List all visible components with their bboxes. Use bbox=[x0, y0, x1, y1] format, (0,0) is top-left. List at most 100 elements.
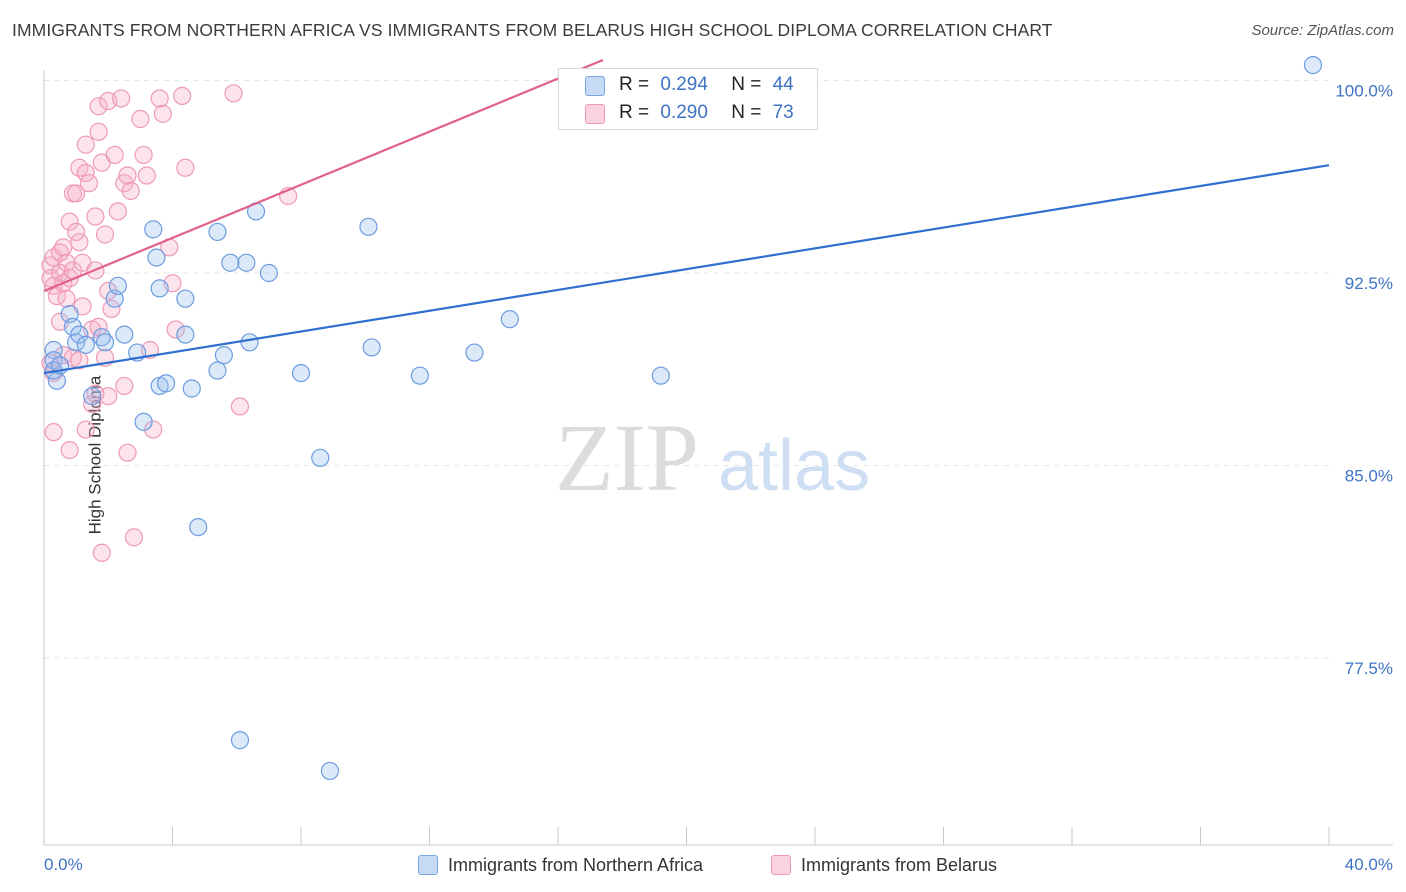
trend-line-northern-africa bbox=[43, 164, 1330, 375]
data-point-belarus bbox=[173, 86, 192, 106]
source-credit: Source: ZipAtlas.com bbox=[1251, 22, 1394, 39]
watermark-zip: ZIP bbox=[555, 404, 699, 511]
data-point-belarus bbox=[105, 145, 124, 165]
data-point-northern-africa bbox=[176, 289, 195, 308]
data-point-belarus bbox=[111, 89, 131, 108]
data-point-northern-africa bbox=[651, 366, 670, 385]
data-point-belarus bbox=[224, 84, 243, 103]
x-tick-label-max: 40.0% bbox=[1345, 855, 1393, 874]
x-tick-label-min: 0.0% bbox=[44, 855, 83, 874]
data-point-belarus bbox=[118, 443, 137, 462]
data-point-northern-africa bbox=[237, 253, 256, 272]
data-point-belarus bbox=[89, 97, 108, 116]
data-point-belarus bbox=[150, 89, 169, 108]
data-point-northern-africa bbox=[359, 217, 378, 236]
legend-item-belarus: Immigrants from Belarus bbox=[771, 852, 997, 878]
data-point-northern-africa bbox=[259, 263, 278, 283]
data-point-belarus bbox=[89, 122, 108, 141]
data-point-northern-africa bbox=[208, 222, 227, 242]
legend-pink-n: 73 bbox=[772, 102, 794, 123]
data-point-northern-africa bbox=[182, 379, 201, 398]
data-point-northern-africa bbox=[147, 248, 166, 267]
data-point-belarus bbox=[76, 420, 95, 439]
data-point-northern-africa bbox=[240, 333, 259, 352]
data-point-northern-africa bbox=[230, 731, 250, 750]
data-point-belarus bbox=[144, 420, 163, 439]
y-tick-label: 92.5% bbox=[1345, 274, 1393, 293]
data-point-belarus bbox=[153, 104, 172, 123]
data-point-northern-africa bbox=[115, 325, 134, 344]
data-point-northern-africa bbox=[44, 340, 63, 360]
chart-title: IMMIGRANTS FROM NORTHERN AFRICA VS IMMIG… bbox=[12, 20, 1053, 40]
data-point-belarus bbox=[115, 376, 134, 396]
legend-swatch-blue bbox=[418, 855, 438, 875]
legend-swatch-pink bbox=[771, 855, 791, 875]
data-point-belarus bbox=[124, 528, 144, 547]
data-point-northern-africa bbox=[465, 343, 484, 362]
data-point-northern-africa bbox=[47, 371, 66, 390]
data-point-belarus bbox=[76, 135, 95, 154]
data-point-belarus bbox=[108, 202, 127, 221]
data-point-northern-africa bbox=[221, 253, 240, 272]
data-point-northern-africa bbox=[500, 310, 519, 329]
data-point-belarus bbox=[70, 351, 89, 370]
data-point-belarus bbox=[67, 222, 86, 242]
data-point-northern-africa bbox=[76, 335, 95, 354]
data-point-northern-africa bbox=[362, 338, 381, 357]
data-point-belarus bbox=[95, 225, 115, 244]
y-tick-label: 100.0% bbox=[1335, 82, 1393, 101]
data-point-northern-africa bbox=[156, 374, 176, 393]
data-point-belarus bbox=[230, 397, 250, 416]
data-point-northern-africa bbox=[208, 361, 227, 380]
data-point-belarus bbox=[166, 320, 185, 339]
data-point-belarus bbox=[134, 145, 153, 165]
data-point-belarus bbox=[99, 387, 118, 406]
data-point-belarus bbox=[79, 174, 99, 193]
data-point-northern-africa bbox=[214, 346, 233, 365]
legend-r-label: R = bbox=[619, 102, 650, 123]
legend-swatch-blue bbox=[585, 76, 605, 96]
data-point-northern-africa bbox=[150, 279, 169, 298]
data-point-belarus bbox=[137, 166, 156, 185]
data-point-belarus bbox=[60, 441, 79, 460]
data-point-northern-africa bbox=[134, 412, 153, 431]
data-point-belarus bbox=[118, 166, 137, 185]
legend-n-label: N = bbox=[731, 74, 762, 95]
legend-r-label: R = bbox=[619, 74, 650, 95]
data-point-belarus bbox=[92, 543, 111, 562]
data-point-northern-africa bbox=[311, 448, 330, 467]
y-tick-label: 77.5% bbox=[1345, 659, 1393, 678]
data-point-belarus bbox=[83, 394, 102, 413]
data-point-northern-africa bbox=[108, 276, 127, 295]
watermark-atlas: atlas bbox=[718, 426, 870, 506]
data-point-belarus bbox=[86, 207, 105, 226]
data-point-northern-africa bbox=[320, 761, 340, 781]
data-point-belarus bbox=[89, 317, 108, 336]
data-point-northern-africa bbox=[92, 328, 111, 347]
data-point-belarus bbox=[44, 423, 63, 442]
data-point-northern-africa bbox=[291, 364, 311, 383]
trend-line-belarus bbox=[43, 58, 604, 292]
data-point-belarus bbox=[102, 299, 121, 319]
legend-swatch-pink bbox=[585, 104, 605, 124]
data-point-belarus bbox=[76, 163, 95, 182]
data-point-northern-africa bbox=[95, 333, 115, 352]
data-point-northern-africa bbox=[189, 517, 208, 537]
legend-blue-n: 44 bbox=[772, 74, 794, 95]
data-point-northern-africa bbox=[144, 220, 163, 239]
data-point-northern-africa bbox=[410, 366, 429, 385]
data-point-belarus bbox=[57, 289, 76, 308]
y-tick-label: 85.0% bbox=[1345, 467, 1393, 486]
data-point-belarus bbox=[131, 109, 150, 129]
legend-blue-r: 0.294 bbox=[660, 74, 708, 95]
data-point-belarus bbox=[121, 181, 140, 200]
data-point-northern-africa bbox=[83, 387, 102, 406]
data-point-northern-africa bbox=[176, 325, 195, 344]
data-point-northern-africa bbox=[70, 325, 89, 344]
data-point-belarus bbox=[50, 243, 70, 262]
legend-n-label: N = bbox=[731, 102, 762, 123]
legend-label-belarus: Immigrants from Belarus bbox=[801, 854, 998, 875]
data-point-belarus bbox=[60, 212, 79, 231]
legend-label-northern-africa: Immigrants from Northern Africa bbox=[448, 854, 704, 875]
